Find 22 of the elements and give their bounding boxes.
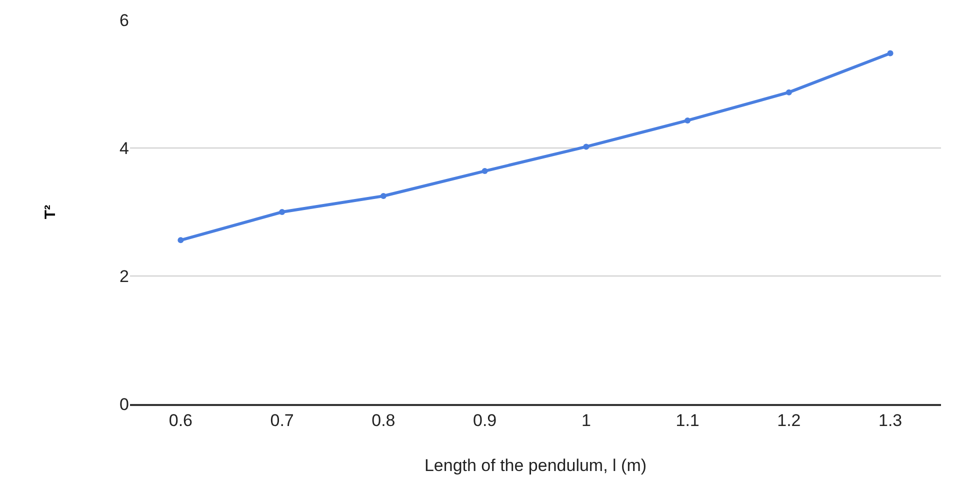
x-tick-label: 0.7: [270, 411, 294, 430]
x-tick-label: 1.3: [878, 411, 902, 430]
point: [684, 117, 691, 124]
point: [482, 168, 488, 174]
point: [178, 237, 184, 244]
x-tick-label: 0.8: [372, 411, 396, 430]
y-axis-title: T²: [42, 204, 59, 220]
x-tick-label: 0.6: [168, 411, 193, 430]
x-axis-title: Length of the pendulum, l (m): [424, 456, 647, 476]
point: [380, 193, 386, 199]
y-tick-label: 2: [120, 266, 129, 286]
x-tick-label: 1: [581, 411, 591, 430]
x-tick-label: 1.2: [777, 411, 801, 430]
point: [786, 89, 792, 96]
point: [583, 144, 590, 150]
x-tick-label: 1.1: [676, 411, 700, 430]
point: [887, 50, 894, 56]
point: [279, 209, 286, 215]
x-tick-label: 0.9: [472, 411, 497, 430]
y-tick-label: 0: [120, 394, 129, 414]
y-tick-label: 6: [120, 10, 129, 30]
y-tick-label: 4: [120, 138, 129, 158]
